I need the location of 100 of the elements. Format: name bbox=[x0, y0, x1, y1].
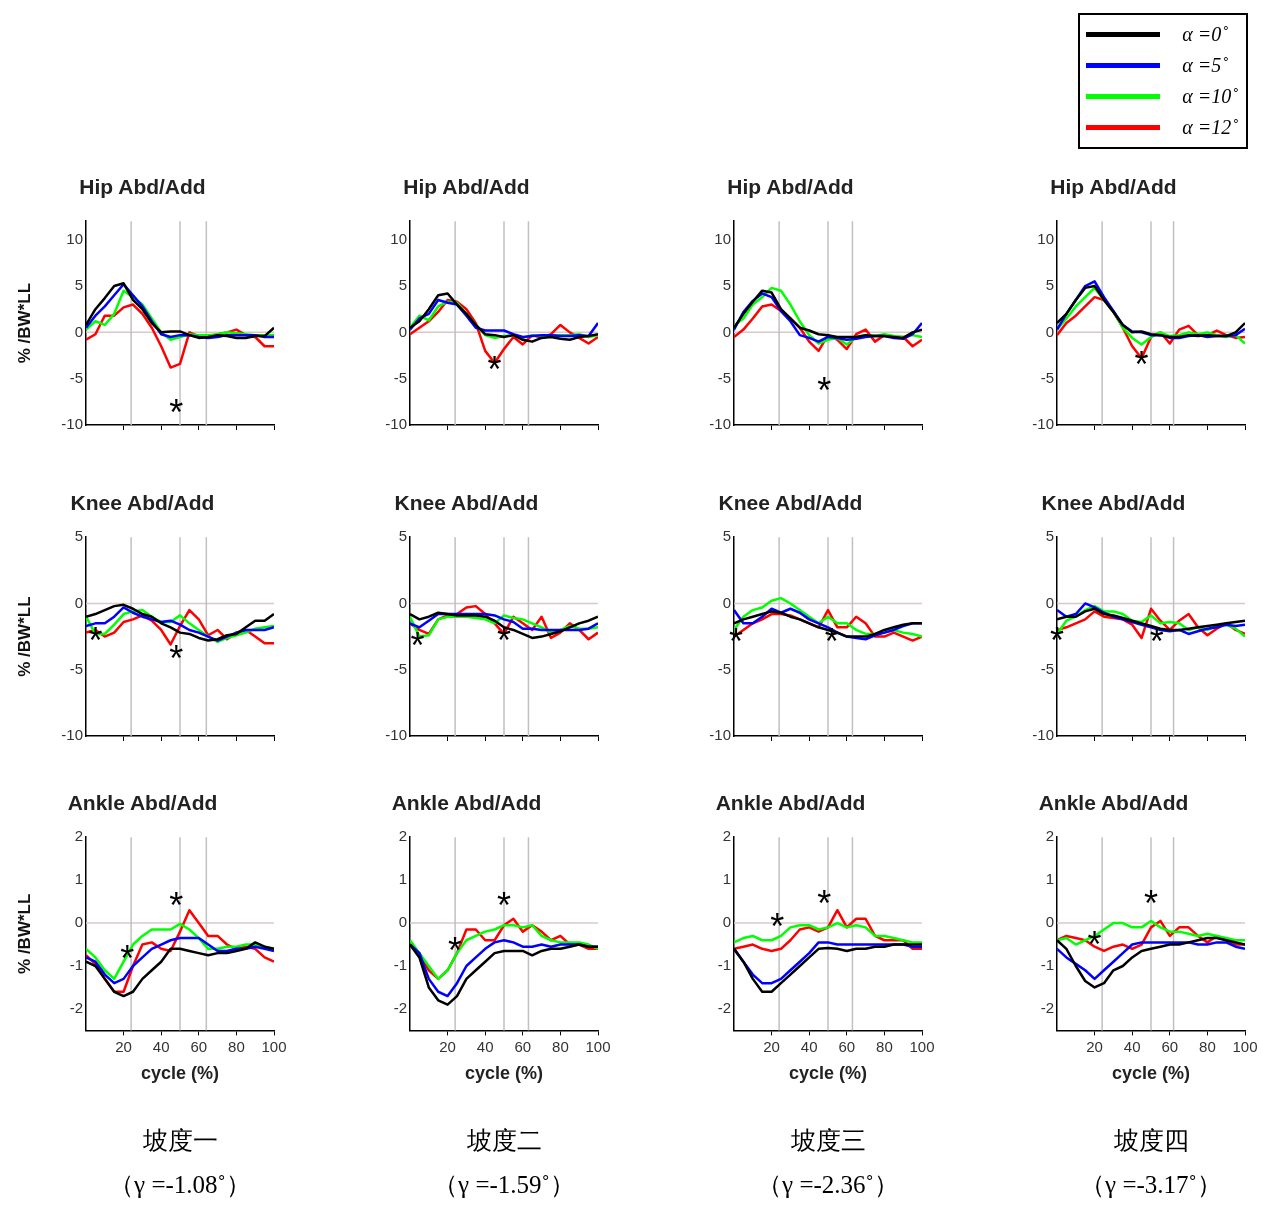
text: （γ =-1.08˚） bbox=[108, 1170, 252, 1200]
x-tick-label: 20 bbox=[1086, 1037, 1103, 1055]
x-tick-label: 60 bbox=[1161, 1037, 1179, 1055]
x-tick-label: 20 bbox=[763, 1037, 780, 1055]
y-tick-label: -5 bbox=[1040, 368, 1054, 386]
y-tick-label: -2 bbox=[69, 999, 83, 1017]
legend-label: α =5˚ bbox=[1182, 54, 1228, 77]
y-tick-label: -5 bbox=[393, 659, 407, 677]
y-tick-label: 0 bbox=[74, 322, 83, 340]
text: 坡度四 bbox=[1112, 1126, 1190, 1156]
y-tick-label: 5 bbox=[722, 276, 731, 294]
x-tick-label: 40 bbox=[800, 1037, 818, 1055]
annotation: * bbox=[169, 638, 184, 680]
y-tick-label: -1 bbox=[69, 956, 83, 974]
y-tick-label: 5 bbox=[722, 527, 731, 545]
y-tick-label: -10 bbox=[709, 726, 731, 744]
text: （γ =-2.36˚） bbox=[756, 1170, 900, 1200]
y-tick-label: 2 bbox=[1045, 827, 1054, 845]
y-axis-title: % /BW*LL bbox=[14, 893, 34, 974]
y-tick-label: -5 bbox=[717, 368, 731, 386]
y-tick-label: 1 bbox=[398, 870, 407, 888]
y-tick-label: 2 bbox=[398, 827, 407, 845]
y-tick-label: 5 bbox=[398, 527, 407, 545]
x-axis-title: cycle (%) bbox=[140, 1063, 220, 1084]
x-tick-label: 60 bbox=[514, 1037, 532, 1055]
y-tick-label: -5 bbox=[1040, 659, 1054, 677]
y-tick-label: -10 bbox=[1032, 726, 1054, 744]
chart-title: Hip Abd/Add bbox=[727, 175, 854, 199]
annotation: * bbox=[496, 619, 512, 661]
y-tick-label: 0 bbox=[722, 913, 731, 931]
chart-title: Hip Abd/Add bbox=[1050, 175, 1177, 199]
y-tick-label: -10 bbox=[61, 415, 83, 433]
x-tick-label: 80 bbox=[1199, 1037, 1216, 1055]
y-tick-label: 0 bbox=[74, 913, 83, 931]
y-tick-label: -10 bbox=[61, 726, 83, 744]
text: 坡度二 bbox=[465, 1126, 543, 1156]
y-tick-label: -10 bbox=[385, 415, 407, 433]
annotation: * bbox=[1087, 924, 1102, 966]
chart-title: Knee Abd/Add bbox=[718, 491, 863, 515]
chart-title: Knee Abd/Add bbox=[394, 491, 539, 515]
x-tick-label: 20 bbox=[115, 1037, 132, 1055]
y-tick-label: 1 bbox=[74, 870, 83, 888]
y-tick-label: 0 bbox=[1045, 322, 1054, 340]
annotation: * bbox=[1143, 883, 1159, 925]
annotation: * bbox=[410, 625, 425, 667]
annotation: * bbox=[487, 348, 502, 390]
chart-title: Ankle Abd/Add bbox=[67, 791, 218, 815]
y-tick-label: -5 bbox=[69, 659, 83, 677]
annotation: * bbox=[770, 905, 785, 947]
annotation: * bbox=[169, 885, 184, 927]
y-tick-label: -1 bbox=[717, 956, 731, 974]
x-tick-label: 100 bbox=[1232, 1037, 1258, 1055]
x-tick-label: 80 bbox=[552, 1037, 569, 1055]
x-axis-title: cycle (%) bbox=[788, 1063, 868, 1084]
y-tick-label: -5 bbox=[717, 659, 731, 677]
chart-title: Knee Abd/Add bbox=[70, 491, 215, 515]
y-axis-title: % /BW*LL bbox=[14, 596, 34, 677]
y-tick-label: 10 bbox=[714, 229, 731, 247]
annotation: * bbox=[1134, 344, 1149, 386]
chart-title: Ankle Abd/Add bbox=[715, 791, 866, 815]
x-tick-label: 60 bbox=[190, 1037, 208, 1055]
text: 坡度三 bbox=[789, 1126, 867, 1156]
x-tick-label: 100 bbox=[261, 1037, 287, 1055]
y-tick-label: -10 bbox=[385, 726, 407, 744]
y-tick-label: 2 bbox=[74, 827, 83, 845]
y-tick-label: 5 bbox=[74, 527, 83, 545]
y-tick-label: -2 bbox=[1040, 999, 1054, 1017]
y-tick-label: 5 bbox=[1045, 527, 1054, 545]
y-tick-label: -10 bbox=[1032, 415, 1054, 433]
x-tick-label: 100 bbox=[585, 1037, 611, 1055]
x-tick-label: 60 bbox=[838, 1037, 856, 1055]
y-tick-label: 0 bbox=[1045, 593, 1054, 611]
x-axis-title: cycle (%) bbox=[1111, 1063, 1191, 1084]
y-tick-label: -2 bbox=[717, 999, 731, 1017]
x-tick-label: 100 bbox=[909, 1037, 935, 1055]
y-tick-label: -10 bbox=[709, 415, 731, 433]
y-tick-label: 0 bbox=[398, 322, 407, 340]
y-tick-label: 1 bbox=[722, 870, 731, 888]
y-tick-label: 5 bbox=[1045, 276, 1054, 294]
x-tick-label: 80 bbox=[228, 1037, 245, 1055]
y-tick-label: -1 bbox=[1040, 956, 1054, 974]
y-tick-label: 2 bbox=[722, 827, 731, 845]
annotation: * bbox=[817, 883, 832, 925]
y-tick-label: 5 bbox=[398, 276, 407, 294]
y-tick-label: 5 bbox=[74, 276, 83, 294]
y-tick-label: 0 bbox=[1045, 913, 1054, 931]
y-tick-label: 0 bbox=[398, 913, 407, 931]
x-tick-label: 40 bbox=[476, 1037, 494, 1055]
y-tick-label: 10 bbox=[1037, 229, 1054, 247]
y-tick-label: -2 bbox=[393, 999, 407, 1017]
y-tick-label: -5 bbox=[393, 368, 407, 386]
y-tick-label: 1 bbox=[1045, 870, 1054, 888]
y-tick-label: 0 bbox=[74, 593, 83, 611]
y-axis-title: % /BW*LL bbox=[14, 282, 34, 364]
y-tick-label: 0 bbox=[722, 593, 731, 611]
x-tick-label: 40 bbox=[152, 1037, 170, 1055]
text: （γ =-1.59˚） bbox=[432, 1170, 576, 1200]
annotation: * bbox=[1149, 621, 1164, 663]
text: （γ =-3.17˚） bbox=[1079, 1170, 1223, 1200]
y-tick-label: 10 bbox=[66, 229, 83, 247]
